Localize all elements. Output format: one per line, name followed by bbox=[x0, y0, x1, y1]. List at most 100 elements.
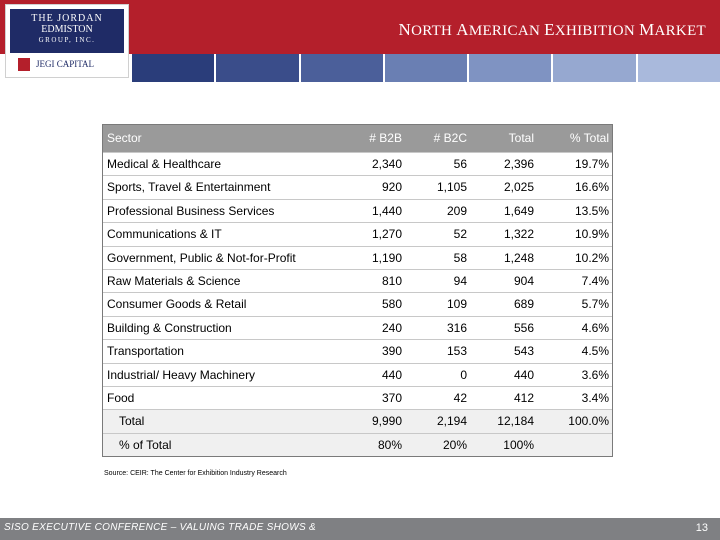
source-note: Source: CEIR: The Center for Exhibition … bbox=[104, 470, 287, 477]
table-cell: 1,190 bbox=[371, 250, 402, 265]
table-cell: 580 bbox=[381, 297, 402, 312]
color-bar-segment bbox=[216, 54, 299, 82]
company-logo: THE JORDAN EDMISTON GROUP, INC. JEGI CAP… bbox=[5, 4, 129, 78]
table-row: Government, Public & Not-for-Profit 1,190… bbox=[103, 245, 612, 269]
table-cell: Sports, Travel & Entertainment bbox=[107, 180, 271, 195]
table-cell: 100.0% bbox=[568, 414, 609, 429]
table-row: Food 370 42 412 3.4% bbox=[103, 386, 612, 409]
table-cell: 100% bbox=[503, 437, 534, 452]
table-cell: 10.9% bbox=[574, 227, 609, 242]
footer: SISO EXECUTIVE CONFERENCE – VALUING TRAD… bbox=[0, 518, 720, 540]
table-cell: 370 bbox=[381, 391, 402, 405]
table-cell: 56 bbox=[453, 157, 467, 171]
table-cell: Industrial/ Heavy Machinery bbox=[107, 367, 256, 382]
table-row: Sports, Travel & Entertainment 920 1,105 2,… bbox=[103, 175, 612, 198]
title-part: M bbox=[639, 20, 655, 39]
table-cell: 390 bbox=[381, 344, 402, 359]
table-cell: 80% bbox=[377, 437, 402, 452]
table-cell: 556 bbox=[513, 320, 534, 335]
table-cell: 412 bbox=[513, 391, 534, 405]
table-cell: 2,025 bbox=[503, 180, 534, 195]
title-part: E bbox=[544, 20, 555, 39]
table-cell: 240 bbox=[381, 320, 402, 335]
table-cell: 1,440 bbox=[371, 203, 402, 218]
table-cell: 52 bbox=[453, 227, 467, 242]
table-cell: 153 bbox=[446, 344, 467, 359]
table-cell: Medical & Healthcare bbox=[107, 157, 222, 171]
table-cell: 3.6% bbox=[581, 367, 609, 382]
table-cell: 2,340 bbox=[371, 157, 402, 171]
table-cell: 109 bbox=[446, 297, 467, 312]
header-cell: # B2B bbox=[369, 131, 402, 145]
table-cell: Building & Construction bbox=[107, 320, 232, 335]
header-cell: # B2C bbox=[433, 131, 467, 145]
table-cell: 920 bbox=[381, 180, 402, 195]
table-cell: 12,184 bbox=[497, 414, 534, 429]
table-cell: 4.6% bbox=[581, 320, 609, 335]
table-cell: 689 bbox=[513, 297, 534, 312]
color-bar-segment bbox=[384, 54, 468, 82]
table-row: Consumer Goods & Retail 580 109 689 5.7% bbox=[103, 292, 612, 315]
title-part: ORTH bbox=[411, 23, 457, 39]
logo-line: THE JORDAN bbox=[31, 13, 103, 24]
table-cell: Government, Public & Not-for-Profit bbox=[107, 250, 296, 265]
table-cell: 2,194 bbox=[436, 414, 467, 429]
table-row: Medical & Healthcare 2,340 56 2,396 19.7% bbox=[103, 152, 612, 175]
table-cell: Consumer Goods & Retail bbox=[107, 297, 247, 312]
logo-line: GROUP, INC. bbox=[38, 36, 96, 44]
table-cell: Communications & IT bbox=[107, 227, 222, 242]
table-cell: 4.5% bbox=[581, 344, 609, 359]
table-cell: 0 bbox=[460, 367, 467, 382]
table-cell: 1,270 bbox=[371, 227, 402, 242]
table-row: % of Total 80% 20% 100% bbox=[103, 432, 612, 457]
table-cell: % of Total bbox=[119, 437, 172, 452]
table-cell: 58 bbox=[453, 250, 467, 265]
color-bar-segment bbox=[553, 54, 636, 82]
logo-sub: JEGI CAPITAL bbox=[10, 57, 124, 73]
table-cell: Raw Materials & Science bbox=[107, 274, 241, 288]
color-bar-segment bbox=[469, 54, 552, 82]
logo-mark-icon bbox=[18, 58, 30, 71]
table-cell: Total bbox=[119, 414, 145, 429]
table-row: Communications & IT 1,270 52 1,322 10.9% bbox=[103, 222, 612, 245]
table-row: Professional Business Services 1,440 209 1,… bbox=[103, 198, 612, 222]
table-cell: 3.4% bbox=[581, 391, 609, 405]
table-cell: 19.7% bbox=[574, 157, 609, 171]
table-header: Sector # B2B # B2C Total % Total bbox=[103, 125, 612, 152]
table-row: Transportation 390 153 543 4.5% bbox=[103, 339, 612, 362]
table-cell: 10.2% bbox=[574, 250, 609, 265]
table-cell: 440 bbox=[513, 367, 534, 382]
table-cell: 7.4% bbox=[581, 274, 609, 288]
table-cell: 1,322 bbox=[503, 227, 534, 242]
table-cell: 1,649 bbox=[503, 203, 534, 218]
slide-title: NORTH AMERICAN EXHIBITION MARKET bbox=[398, 20, 706, 40]
data-table: Sector # B2B # B2C Total % Total Medical… bbox=[102, 124, 613, 457]
table-cell: 543 bbox=[513, 344, 534, 359]
table-cell: 20% bbox=[442, 437, 467, 452]
title-part: A bbox=[456, 20, 469, 39]
page-number: 13 bbox=[695, 522, 708, 534]
table-cell: Professional Business Services bbox=[107, 203, 275, 218]
table-cell: 2,396 bbox=[503, 157, 534, 171]
table-row: Industrial/ Heavy Machinery 440 0 440 3.6% bbox=[103, 362, 612, 386]
color-bar-segment bbox=[132, 54, 215, 82]
table-cell: 13.5% bbox=[574, 203, 609, 218]
table-cell: 16.6% bbox=[574, 180, 609, 195]
header-cell: Sector bbox=[107, 131, 142, 145]
table-row: Building & Construction 240 316 556 4.6% bbox=[103, 315, 612, 339]
header-cell: % Total bbox=[569, 131, 609, 145]
table-row: Total 9,990 2,194 12,184 100.0% bbox=[103, 409, 612, 433]
color-bar-segment bbox=[300, 54, 383, 82]
logo-wordmark: THE JORDAN EDMISTON GROUP, INC. bbox=[10, 9, 124, 53]
color-bar-segment bbox=[637, 54, 720, 82]
table-cell: 904 bbox=[513, 274, 534, 288]
logo-line: EDMISTON bbox=[41, 24, 93, 35]
table-cell: Transportation bbox=[107, 344, 184, 359]
table-cell: 42 bbox=[453, 391, 467, 405]
table-cell: 810 bbox=[381, 274, 402, 288]
footer-text: SISO EXECUTIVE CONFERENCE – VALUING TRAD… bbox=[4, 522, 316, 533]
table-cell: 440 bbox=[381, 367, 402, 382]
table-cell: 209 bbox=[446, 203, 467, 218]
title-part: ARKET bbox=[654, 23, 706, 39]
table-cell: Food bbox=[107, 391, 135, 405]
